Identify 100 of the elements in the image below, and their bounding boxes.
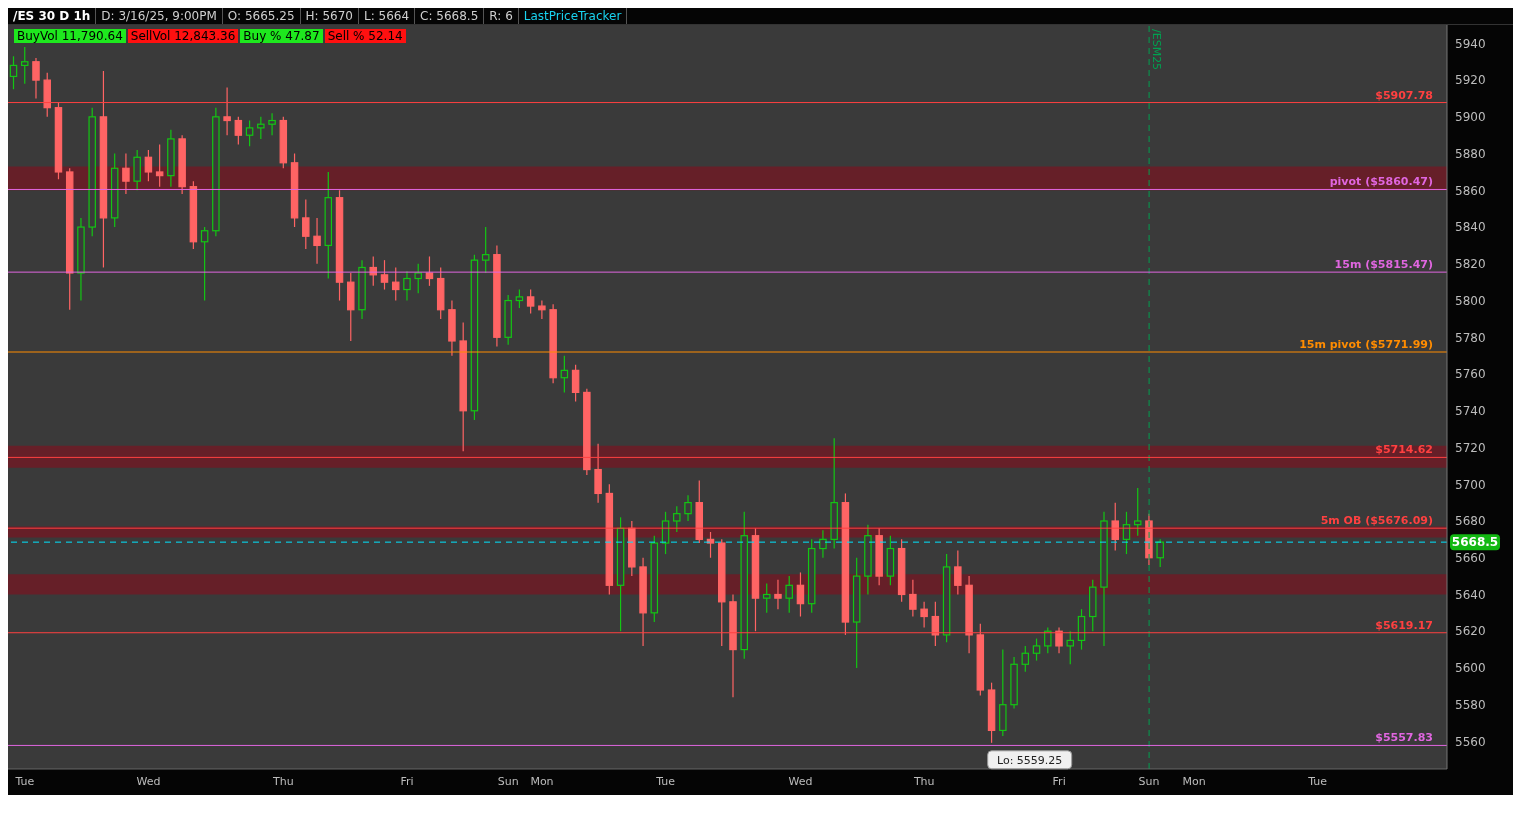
x-tick-label: Thu bbox=[272, 774, 294, 788]
y-tick-label: 5940 bbox=[1455, 36, 1486, 51]
x-tick-label: Mon bbox=[530, 774, 554, 788]
candlestick bbox=[515, 288, 524, 309]
candlestick bbox=[1111, 502, 1119, 551]
candlestick bbox=[200, 226, 209, 302]
y-tick-label: 5900 bbox=[1455, 110, 1486, 125]
candlestick bbox=[785, 575, 793, 614]
y-tick-label: 5620 bbox=[1455, 624, 1486, 639]
candlestick bbox=[1044, 626, 1052, 654]
ref-line-label: $5619.17 bbox=[1375, 618, 1433, 632]
text: L: 5664 bbox=[358, 8, 416, 24]
y-tick-label: 5880 bbox=[1455, 146, 1486, 161]
candlestick bbox=[762, 582, 771, 614]
y-tick-label: 5720 bbox=[1455, 440, 1486, 455]
candlestick bbox=[313, 217, 321, 265]
candlestick bbox=[380, 259, 389, 291]
x-tick-label: Mon bbox=[1182, 774, 1206, 788]
y-tick-label: 5860 bbox=[1455, 183, 1486, 198]
y-tick-label: 5920 bbox=[1455, 73, 1486, 88]
candlestick bbox=[20, 46, 29, 85]
y-tick-label: 5800 bbox=[1455, 293, 1486, 308]
candlestick bbox=[796, 571, 805, 618]
ref-line-label: 5m OB ($5676.09) bbox=[1320, 514, 1433, 528]
candlestick bbox=[774, 579, 782, 610]
text: O: 5665.25 bbox=[222, 8, 301, 24]
text: R: 6 bbox=[484, 8, 519, 24]
x-tick-label: Wed bbox=[136, 774, 161, 788]
candlestick bbox=[1032, 637, 1041, 662]
candlestick bbox=[32, 57, 40, 100]
y-tick-label: 5840 bbox=[1455, 220, 1486, 235]
candlestick bbox=[1055, 626, 1063, 654]
price-tag: 5668.5 bbox=[1450, 534, 1500, 551]
candlestick bbox=[931, 601, 940, 647]
annotation: Buy % 47.87 bbox=[240, 29, 323, 43]
candlestick bbox=[414, 263, 422, 294]
ref-line-label: 15m ($5815.47) bbox=[1334, 258, 1433, 272]
candlestick bbox=[403, 270, 411, 302]
candlestick bbox=[257, 116, 265, 140]
x-tick-label: Fri bbox=[1052, 774, 1066, 788]
candlestick bbox=[144, 149, 153, 182]
candlestick bbox=[1133, 487, 1142, 537]
ref-line-label: $5907.78 bbox=[1375, 88, 1433, 102]
candlestick bbox=[1021, 645, 1030, 673]
candlestick bbox=[673, 505, 681, 533]
annotation: Lo: 5559.25 bbox=[997, 753, 1063, 767]
ref-line-label: 15m pivot ($5771.99) bbox=[1299, 338, 1433, 352]
text: C: 5668.5 bbox=[415, 8, 485, 24]
y-tick-label: 5740 bbox=[1455, 404, 1486, 419]
annotation: /ESM25 bbox=[1150, 29, 1164, 71]
y-tick-label: 5780 bbox=[1455, 330, 1486, 345]
ref-line-label: $5557.83 bbox=[1375, 731, 1433, 745]
candlestick bbox=[819, 529, 827, 559]
candlestick bbox=[538, 299, 546, 320]
ref-line-label: pivot ($5860.47) bbox=[1329, 175, 1433, 189]
chart-title: /ES 30 D 1h bbox=[8, 8, 97, 24]
candlestick bbox=[223, 86, 231, 136]
candlestick bbox=[920, 601, 928, 629]
candlestick bbox=[1066, 630, 1075, 665]
candlestick bbox=[909, 579, 917, 618]
annotation: Sell % 52.14 bbox=[324, 29, 406, 43]
candlestick bbox=[155, 143, 164, 188]
candlestick bbox=[122, 152, 130, 195]
x-tick-label: Sun bbox=[1138, 774, 1160, 788]
x-tick-label: Wed bbox=[788, 774, 813, 788]
text: H: 5670 bbox=[300, 8, 359, 24]
x-tick-label: Thu bbox=[912, 774, 935, 788]
candlestick bbox=[954, 549, 962, 596]
ref-line-label: $5714.62 bbox=[1375, 443, 1433, 457]
candlestick bbox=[133, 149, 141, 191]
candlestick bbox=[571, 364, 580, 403]
candlestick bbox=[526, 288, 535, 315]
candlestick bbox=[684, 494, 692, 522]
candlestick bbox=[302, 198, 310, 250]
y-tick-label: 5680 bbox=[1455, 514, 1486, 529]
candlestick bbox=[1077, 608, 1086, 651]
candlestick bbox=[245, 119, 254, 147]
y-tick-label: 5580 bbox=[1455, 697, 1486, 712]
y-tick-label: 5820 bbox=[1455, 257, 1486, 272]
candlestick bbox=[594, 443, 602, 504]
x-tick-label: Fri bbox=[400, 774, 414, 788]
y-tick-label: 5600 bbox=[1455, 661, 1486, 676]
text: LastPriceTracker bbox=[518, 8, 628, 24]
candlestick bbox=[481, 226, 490, 274]
x-tick-label: Tue bbox=[14, 774, 35, 788]
x-tick-label: Sun bbox=[497, 774, 519, 788]
y-tick-label: 5700 bbox=[1455, 477, 1486, 492]
annotation: SellVol 12,843.36 bbox=[127, 29, 239, 43]
x-tick-label: Tue bbox=[1307, 774, 1328, 788]
candlestick bbox=[234, 116, 243, 146]
text: D: 3/16/25, 9:00PM bbox=[96, 8, 223, 24]
y-tick-label: 5560 bbox=[1455, 734, 1486, 749]
candlestick bbox=[1156, 538, 1164, 568]
y-tick-label: 5640 bbox=[1455, 587, 1486, 602]
candlestick bbox=[268, 112, 276, 136]
y-tick-label: 5660 bbox=[1455, 551, 1486, 565]
y-tick-label: 5760 bbox=[1455, 367, 1486, 382]
x-tick-label: Tue bbox=[655, 774, 676, 788]
candlestick bbox=[391, 266, 400, 302]
annotation: BuyVol 11,790.64 bbox=[14, 29, 126, 43]
